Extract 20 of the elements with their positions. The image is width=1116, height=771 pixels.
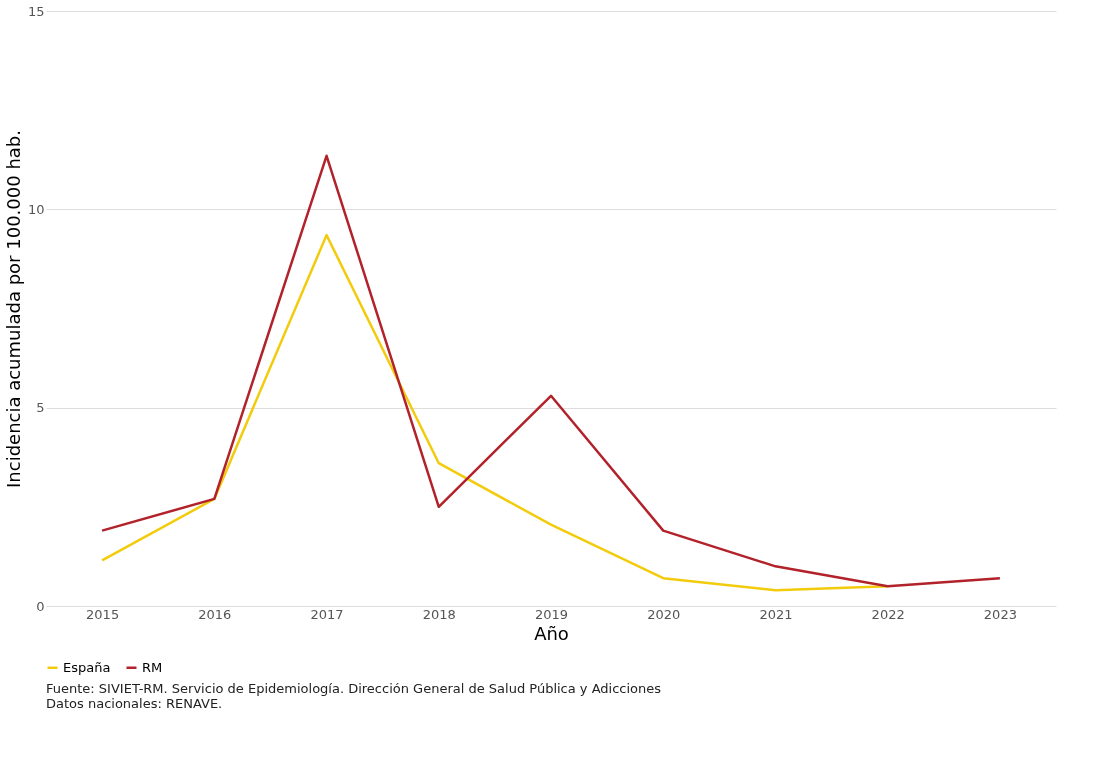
legend-label: RM	[142, 659, 163, 675]
text: Datos nacionales: RENAVE.	[46, 696, 223, 711]
line-series	[100, 154, 1002, 588]
x-tick-label: 2022	[871, 606, 905, 622]
x-tick-label: 2015	[86, 606, 120, 622]
y-axis-title: Incidencia acumulada por 100.000 hab.	[2, 130, 24, 488]
x-tick-label: 2017	[310, 606, 344, 622]
legend-label: España	[63, 659, 111, 675]
y-tick-label: 10	[27, 201, 45, 217]
x-axis-title: Año	[534, 622, 569, 644]
x-tick-label: 2020	[647, 606, 681, 622]
x-tick-label: 2021	[759, 606, 793, 622]
source-note: Fuente: SIVIET-RM. Servicio de Epidemiología. Dirección General de Salud Pública y Adicciones	[46, 681, 662, 696]
x-tick-label: 2019	[534, 606, 569, 622]
y-tick-label: 15	[27, 3, 45, 19]
x-tick-label: 2016	[198, 606, 232, 622]
x-tick-label: 2018	[422, 606, 456, 622]
y-tick-label: 5	[36, 400, 45, 416]
y-tick-label: 0	[36, 598, 45, 614]
x-tick-label: 2023	[983, 606, 1017, 622]
